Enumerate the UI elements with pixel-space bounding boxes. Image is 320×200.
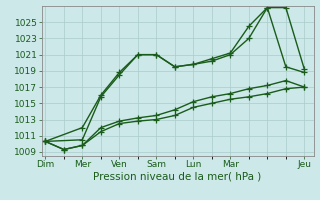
X-axis label: Pression niveau de la mer( hPa ): Pression niveau de la mer( hPa ) bbox=[93, 172, 262, 182]
